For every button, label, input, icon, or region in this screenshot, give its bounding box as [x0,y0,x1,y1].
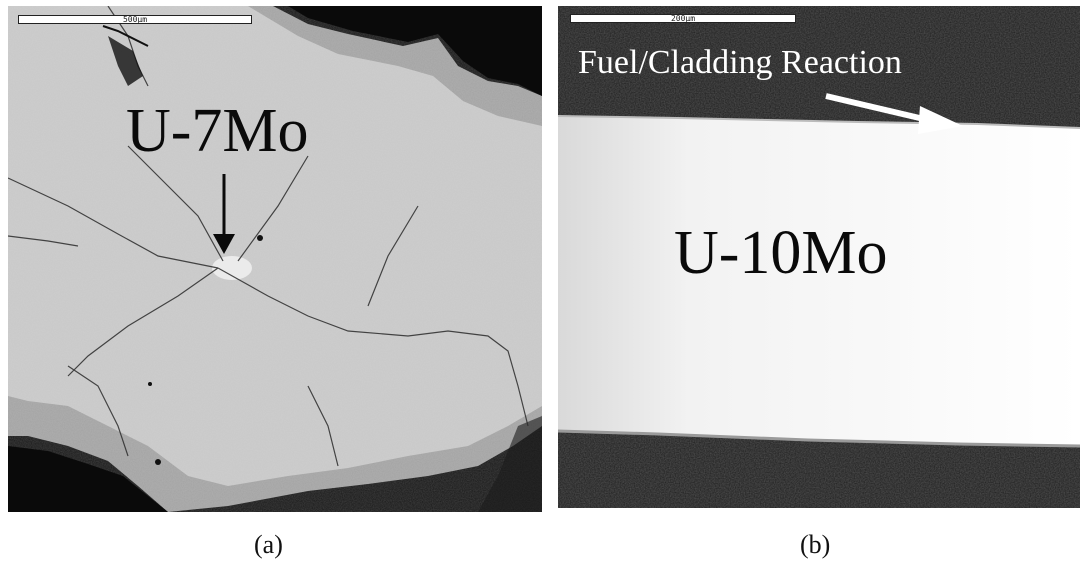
scale-bar-200um: 200μm [570,14,796,23]
micrograph-u10mo: 200μm Fuel/Cladding Reaction U-10Mo [558,6,1080,508]
fuel-cladding-reaction-label: Fuel/Cladding Reaction [578,44,902,81]
arrow-icon [825,93,963,134]
caption-b: (b) [800,530,831,559]
caption-a: (a) [254,530,283,559]
micrograph-u10mo-image [558,6,1080,508]
label-u7mo: U-7Mo [126,97,309,165]
arrow-icon [213,174,235,254]
micrograph-u7mo: 500μm U-7Mo [8,6,542,512]
scale-bar-500um: 500μm [18,15,252,24]
label-u10mo: U-10Mo [674,219,888,287]
micrograph-u7mo-image [8,6,542,512]
